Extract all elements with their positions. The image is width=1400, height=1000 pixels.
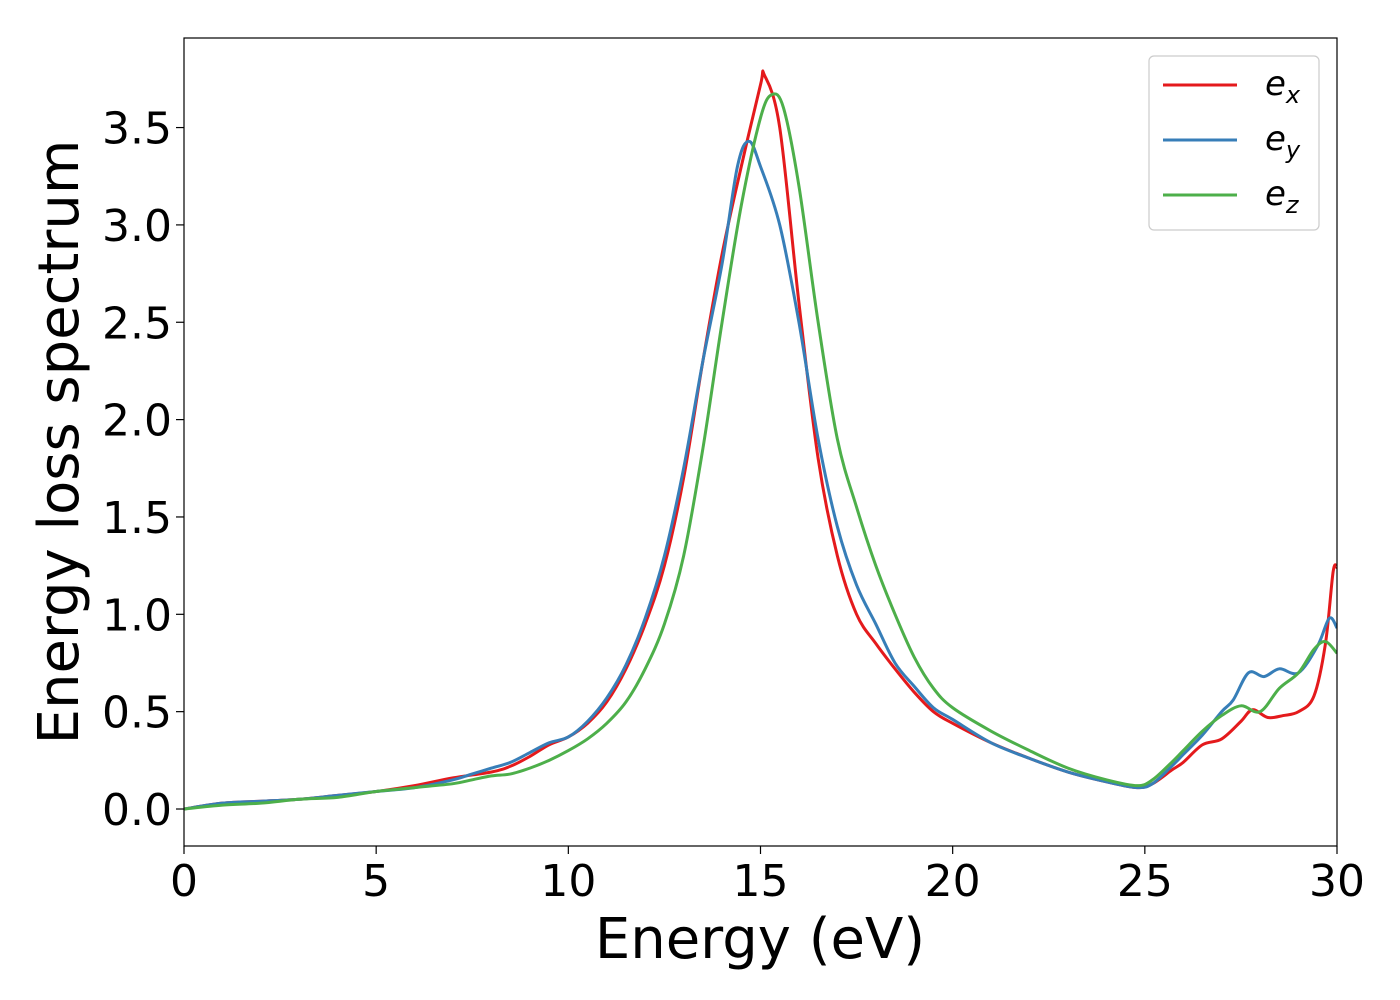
series-line-y [184,139,1337,811]
y-tick-label: 3.0 [102,201,172,252]
series-layer [184,69,1337,811]
x-tick-label: 5 [362,856,390,907]
y-tick-label: 0.0 [102,785,172,836]
legend-label-x: ex [1265,64,1301,109]
legend: ex ey ez [1148,55,1320,231]
y-tick-label: 1.0 [102,590,172,641]
x-tick-label: 20 [925,856,981,907]
x-tick-label: 30 [1309,856,1365,907]
y-axis-title: Energy loss spectrum [27,140,92,745]
x-axis-title: Energy (eV) [595,907,925,972]
y-tick-label: 2.0 [102,396,172,447]
legend-label-y: ey [1265,119,1301,164]
x-tick-label: 0 [170,856,198,907]
y-axis: 0.0 0.5 1.0 1.5 2.0 2.5 3.0 3.5 [102,104,184,836]
x-tick-label: 25 [1117,856,1173,907]
y-tick-label: 0.5 [102,688,172,739]
legend-box [1148,55,1320,231]
series-line-z [184,92,1337,811]
y-tick-label: 1.5 [102,493,172,544]
y-tick-label: 2.5 [102,298,172,349]
y-tick-label: 3.5 [102,104,172,155]
legend-items: ex ey ez [1163,64,1301,219]
legend-label-z: ez [1265,174,1300,219]
x-axis: 0 5 10 15 20 25 30 [170,846,1365,907]
x-tick-label: 15 [733,856,789,907]
x-tick-label: 10 [540,856,596,907]
